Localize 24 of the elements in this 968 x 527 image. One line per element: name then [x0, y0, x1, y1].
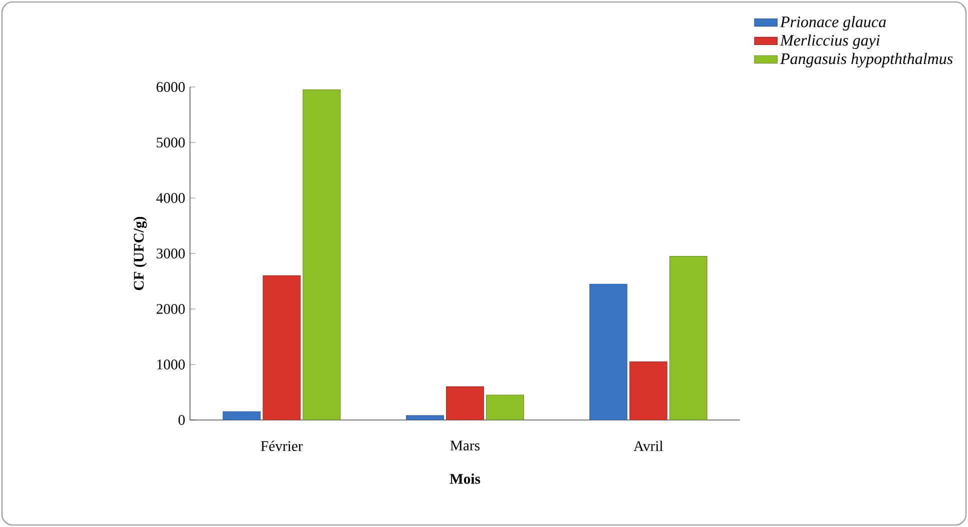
- x-tick-label: Avril: [634, 440, 663, 452]
- y-tick-label: 2000: [156, 304, 185, 314]
- y-tick-label: 6000: [156, 82, 185, 92]
- x-tick-label: Février: [260, 440, 303, 452]
- bar: [446, 386, 484, 420]
- y-tick-label: 4000: [156, 193, 185, 203]
- bar: [589, 284, 628, 420]
- y-tick-label: 0: [178, 415, 185, 425]
- bar: [669, 256, 708, 420]
- bar: [486, 394, 524, 420]
- y-tick-label: 3000: [156, 248, 185, 258]
- bar: [302, 90, 341, 420]
- bar: [222, 411, 261, 420]
- bar: [262, 275, 301, 420]
- legend-label: Prionace glauca: [780, 16, 886, 31]
- bar: [629, 361, 668, 420]
- legend-label: Merliccius gayi: [780, 34, 880, 49]
- bar: [406, 415, 444, 420]
- y-tick-label: 5000: [156, 138, 185, 148]
- y-tick-label: 1000: [157, 360, 185, 370]
- legend-label: Pangasuis hypopththalmus: [780, 52, 953, 68]
- x-tick-label: Mars: [450, 440, 480, 450]
- y-axis-title: CF (UFC/g): [133, 216, 147, 290]
- x-axis-title: Mois: [450, 474, 480, 484]
